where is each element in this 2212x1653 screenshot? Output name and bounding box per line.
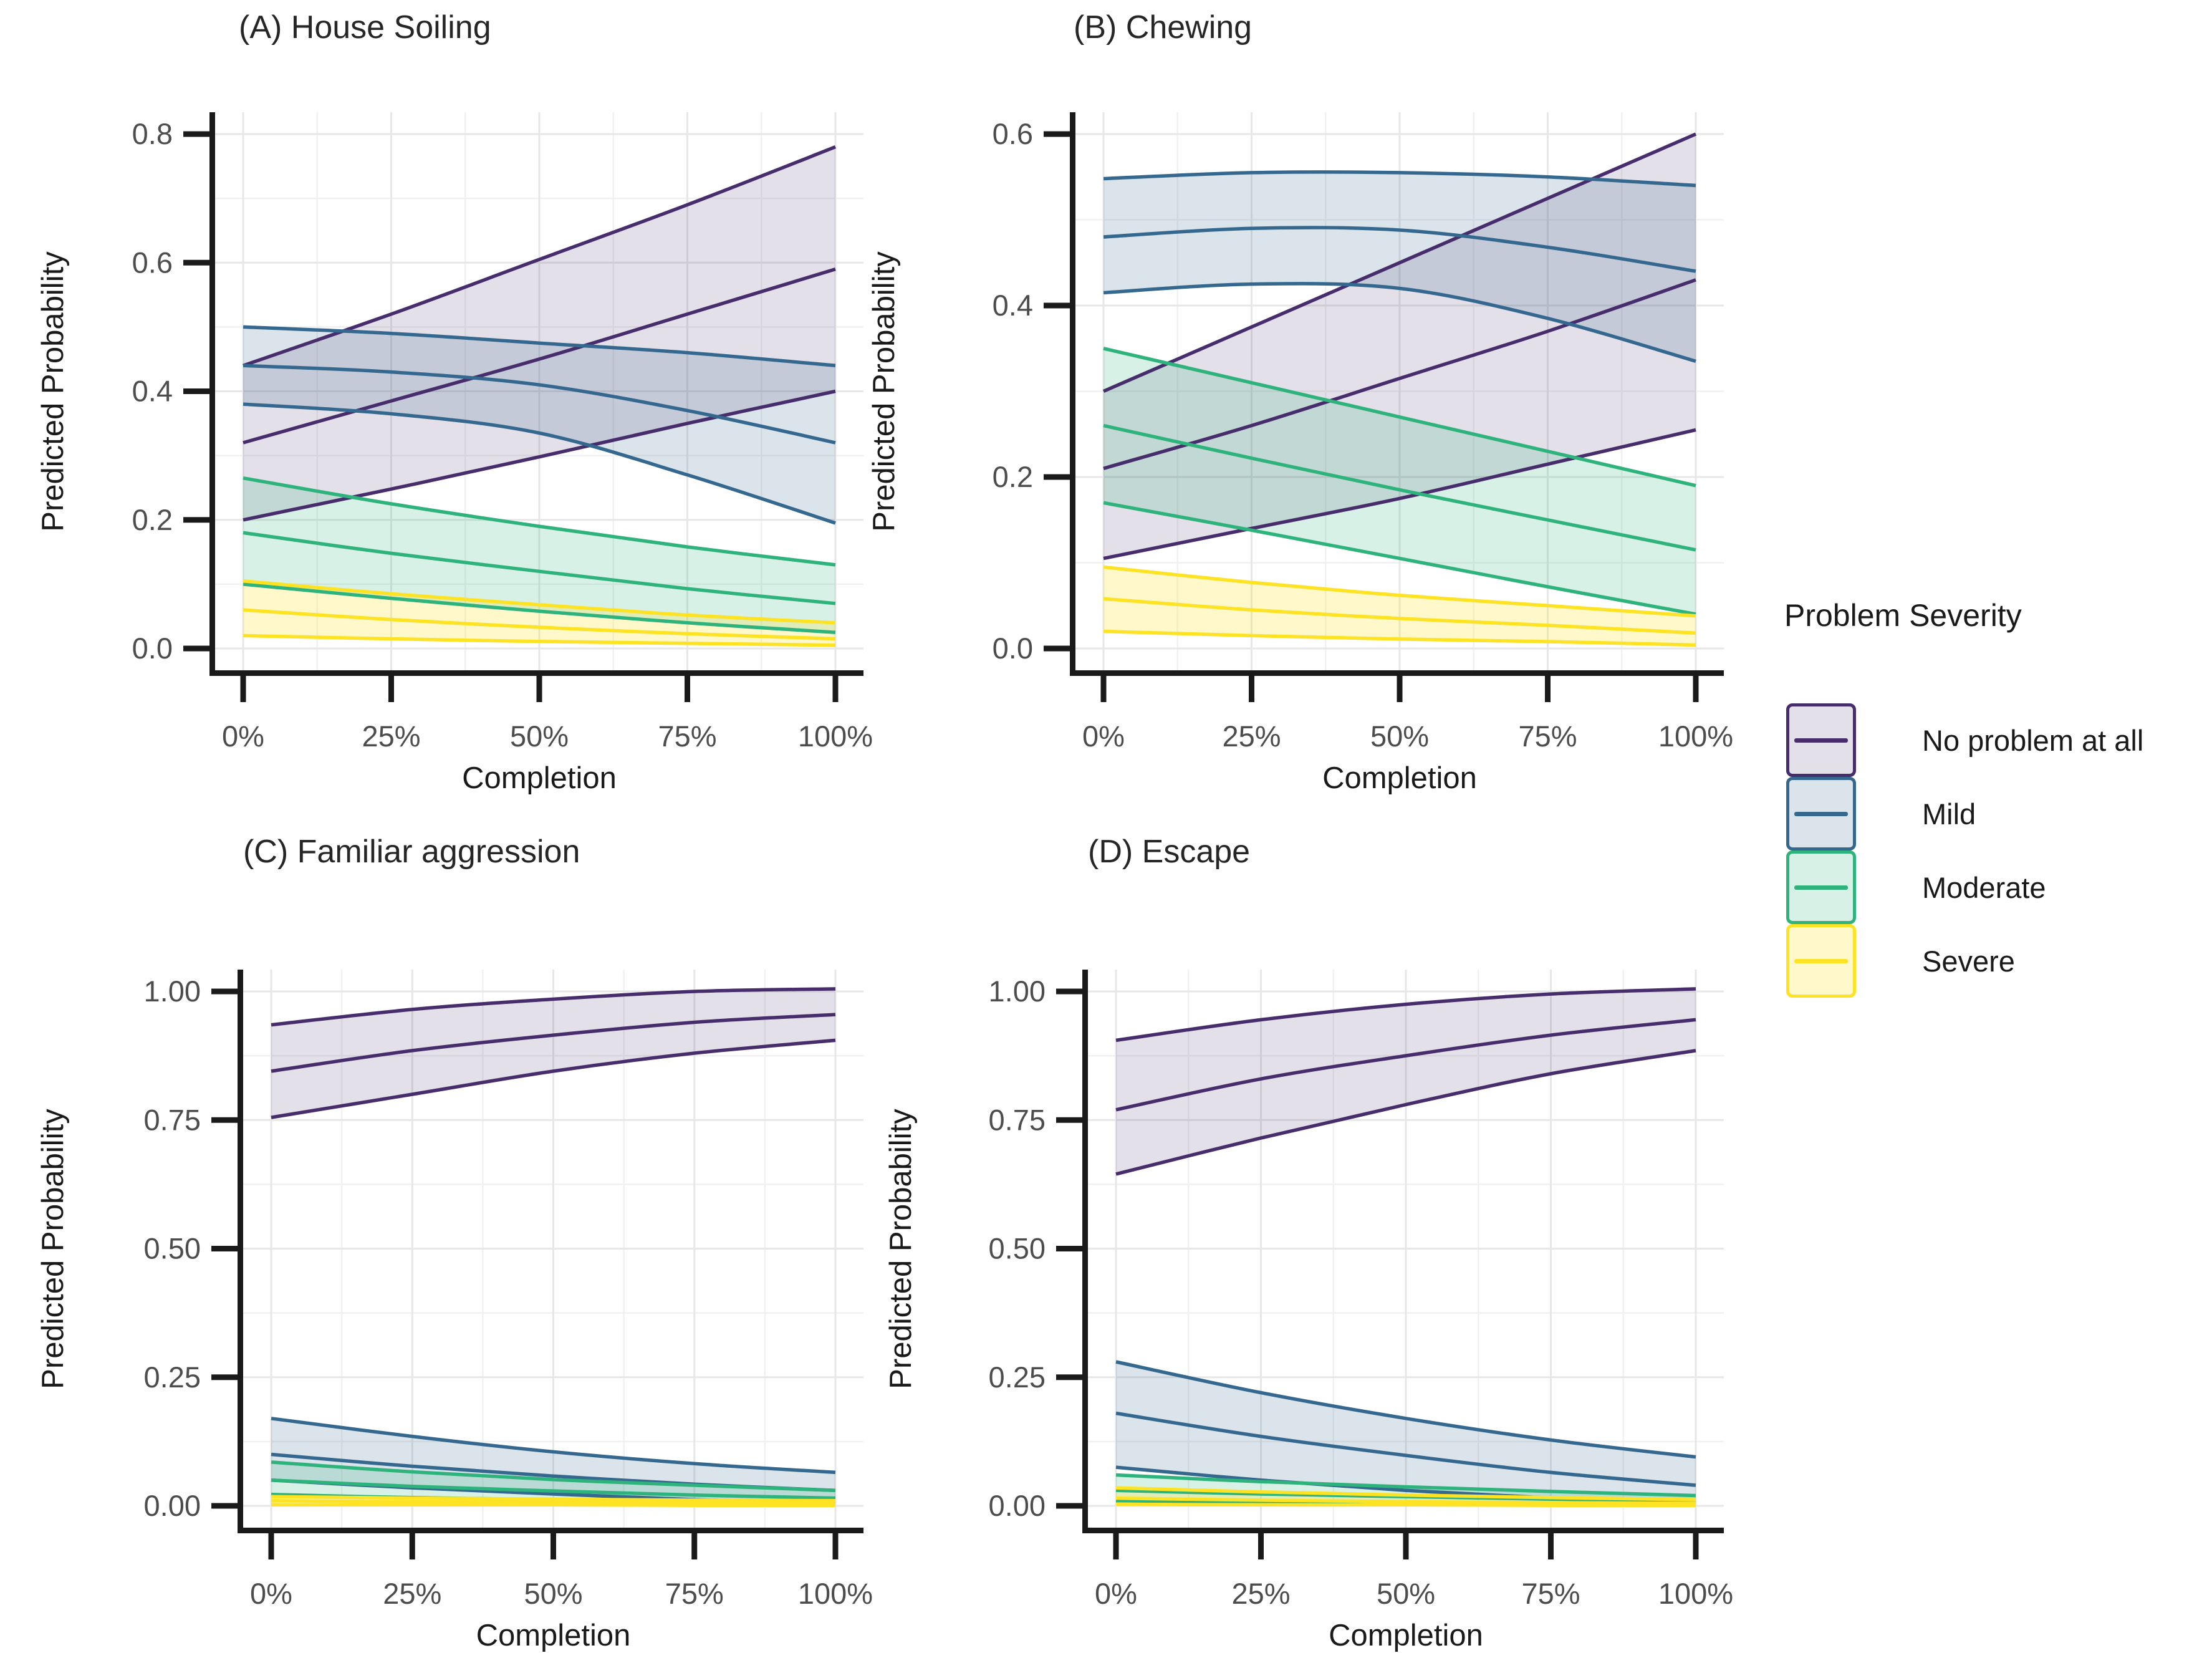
svg-text:0.00: 0.00 bbox=[144, 1489, 201, 1522]
legend: Problem Severity No problem at all Mild … bbox=[1771, 592, 2212, 1104]
svg-text:25%: 25% bbox=[383, 1577, 441, 1610]
legend-item-label: Moderate bbox=[1922, 870, 2046, 904]
svg-text:25%: 25% bbox=[1222, 720, 1281, 753]
legend-item-label: No problem at all bbox=[1922, 723, 2144, 757]
legend-item-mild: Mild bbox=[1786, 777, 2212, 851]
svg-text:1.00: 1.00 bbox=[144, 975, 201, 1008]
svg-text:0%: 0% bbox=[1082, 720, 1125, 753]
svg-text:75%: 75% bbox=[1518, 720, 1577, 753]
legend-item-label: Severe bbox=[1922, 944, 2015, 978]
svg-text:0.0: 0.0 bbox=[993, 632, 1033, 665]
plot-area-escape: 0.00 0.25 0.50 0.75 1.00 0% 25% 50% 75% 100% bbox=[989, 970, 1733, 1610]
svg-text:100%: 100% bbox=[798, 720, 873, 753]
legend-item-no-problem: No problem at all bbox=[1786, 703, 2212, 777]
svg-text:100%: 100% bbox=[1658, 720, 1733, 753]
legend-key-severe-swatch bbox=[1786, 924, 1856, 998]
plot-area-familiar-aggression: 0.00 0.25 0.50 0.75 1.00 0% 25% 50% 75% 100% bbox=[144, 970, 873, 1610]
x-axis-title: Completion bbox=[462, 761, 617, 795]
svg-text:50%: 50% bbox=[510, 720, 569, 753]
svg-text:0.6: 0.6 bbox=[132, 246, 173, 279]
legend-title: Problem Severity bbox=[1784, 598, 2022, 633]
panel-escape: (D) Escape Predicted Probability 0.00 0.2… bbox=[867, 822, 1776, 1652]
plot-area-chewing: 0.0 0.2 0.4 0.6 0% 25% 50% 75% 100% bbox=[993, 112, 1733, 753]
svg-text:75%: 75% bbox=[658, 720, 716, 753]
legend-key-no-problem-swatch bbox=[1786, 703, 1856, 777]
panel-chewing: (B) Chewing Predicted Probability 0.0 0.2… bbox=[867, 0, 1776, 822]
svg-text:50%: 50% bbox=[1370, 720, 1429, 753]
svg-text:0.75: 0.75 bbox=[144, 1103, 201, 1136]
svg-text:0.0: 0.0 bbox=[132, 632, 173, 665]
svg-text:0.25: 0.25 bbox=[989, 1361, 1046, 1394]
legend-key-line bbox=[1794, 959, 1848, 963]
legend-key-mild-swatch bbox=[1786, 777, 1856, 851]
panel-title-d: (D) Escape bbox=[1088, 834, 1251, 870]
panel-title-b: (B) Chewing bbox=[1074, 9, 1253, 46]
svg-text:0.50: 0.50 bbox=[989, 1232, 1046, 1265]
x-axis-title: Completion bbox=[476, 1619, 631, 1652]
svg-text:0.75: 0.75 bbox=[989, 1103, 1046, 1136]
svg-text:50%: 50% bbox=[524, 1577, 582, 1610]
svg-text:0.6: 0.6 bbox=[993, 117, 1033, 150]
svg-text:0.50: 0.50 bbox=[144, 1232, 201, 1265]
legend-key-line bbox=[1794, 812, 1848, 816]
svg-text:0.8: 0.8 bbox=[132, 117, 173, 150]
svg-text:0.2: 0.2 bbox=[993, 460, 1033, 493]
legend-item-label: Mild bbox=[1922, 797, 1976, 831]
legend-key-line bbox=[1794, 738, 1848, 743]
x-axis-title: Completion bbox=[1329, 1619, 1483, 1652]
svg-text:75%: 75% bbox=[665, 1577, 724, 1610]
svg-text:0.25: 0.25 bbox=[144, 1361, 201, 1394]
legend-item-moderate: Moderate bbox=[1786, 851, 2212, 924]
svg-text:0%: 0% bbox=[250, 1577, 292, 1610]
panel-title-a: (A) House Soiling bbox=[239, 9, 491, 46]
svg-text:0.4: 0.4 bbox=[132, 375, 173, 408]
svg-text:25%: 25% bbox=[362, 720, 420, 753]
svg-text:0%: 0% bbox=[222, 720, 264, 753]
legend-items: No problem at all Mild Moderate Severe bbox=[1786, 703, 2212, 998]
panel-title-c: (C) Familiar aggression bbox=[243, 834, 580, 870]
panel-house-soiling: (A) House Soiling Predicted Probability … bbox=[0, 0, 904, 822]
svg-text:100%: 100% bbox=[798, 1577, 873, 1610]
plot-area-house-soiling: 0.0 0.2 0.4 0.6 0.8 0% 25% 50% 75% 100% bbox=[132, 112, 873, 753]
svg-text:100%: 100% bbox=[1658, 1577, 1733, 1610]
svg-text:25%: 25% bbox=[1231, 1577, 1290, 1610]
svg-text:0.2: 0.2 bbox=[132, 503, 173, 536]
svg-text:1.00: 1.00 bbox=[989, 975, 1046, 1008]
legend-key-moderate-swatch bbox=[1786, 851, 1856, 924]
x-axis-title: Completion bbox=[1322, 761, 1477, 795]
svg-text:0.00: 0.00 bbox=[989, 1489, 1046, 1522]
svg-text:0%: 0% bbox=[1095, 1577, 1137, 1610]
legend-key-line bbox=[1794, 885, 1848, 890]
legend-item-severe: Severe bbox=[1786, 924, 2212, 998]
svg-text:75%: 75% bbox=[1521, 1577, 1580, 1610]
svg-text:50%: 50% bbox=[1377, 1577, 1435, 1610]
panel-familiar-aggression: (C) Familiar aggression Predicted Probab… bbox=[0, 822, 904, 1652]
svg-text:0.4: 0.4 bbox=[993, 289, 1033, 322]
